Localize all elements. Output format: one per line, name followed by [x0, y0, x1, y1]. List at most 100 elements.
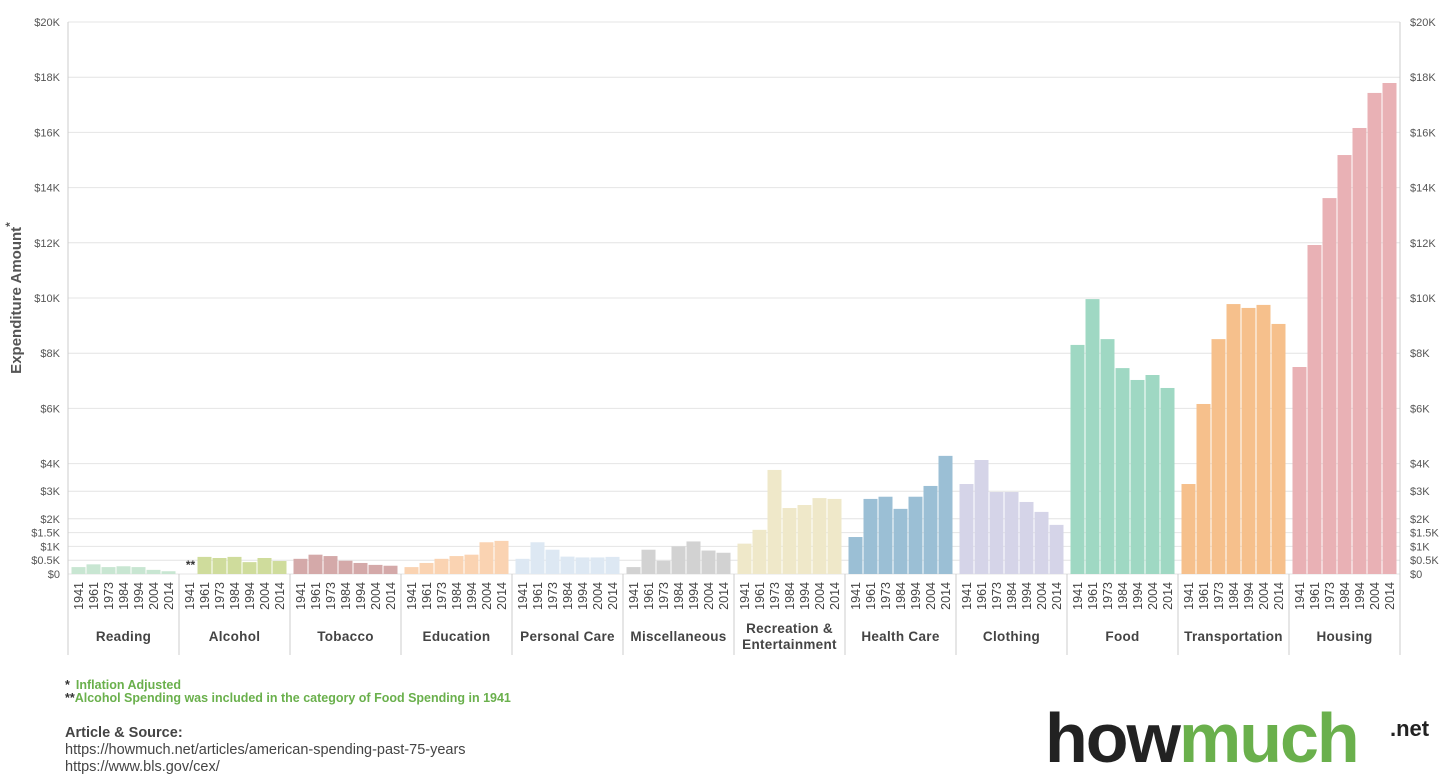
bar	[1181, 484, 1196, 574]
x-tick-label: 1994	[576, 582, 590, 610]
note: **Alcohol Spending was included in the c…	[65, 691, 511, 705]
x-tick-label: 1973	[102, 582, 116, 610]
x-tick-label: 2014	[162, 582, 176, 610]
x-tick-label: 1994	[909, 582, 923, 610]
group-label: Health Care	[861, 629, 940, 644]
bar	[812, 498, 827, 574]
x-tick-label: 2004	[813, 582, 827, 610]
y-tick-label: $12K	[34, 238, 60, 250]
bar	[671, 546, 686, 574]
x-tick-label: 1941	[294, 582, 308, 610]
bar	[1130, 379, 1145, 574]
bar	[86, 564, 101, 574]
bar	[212, 557, 227, 574]
bar	[404, 567, 419, 574]
x-tick-label: 2004	[591, 582, 605, 610]
bar	[1271, 323, 1286, 574]
x-tick-label: 1941	[738, 582, 752, 610]
y2-tick-label: $16K	[1410, 127, 1436, 139]
y-tick-label: $18K	[34, 72, 60, 84]
bar	[560, 556, 575, 574]
bar	[146, 569, 161, 574]
bar	[323, 556, 338, 574]
y-tick-label: $6K	[40, 403, 60, 415]
bar	[590, 557, 605, 574]
x-tick-label: 1961	[309, 582, 323, 610]
note: * Inflation Adjusted	[65, 678, 181, 692]
x-tick-label: 1961	[87, 582, 101, 610]
bar	[1322, 198, 1337, 574]
bar	[116, 566, 131, 574]
bar	[494, 540, 509, 574]
x-tick-label: 2004	[147, 582, 161, 610]
bar	[782, 508, 797, 574]
x-tick-label: 1973	[1323, 582, 1337, 610]
bar	[1382, 82, 1397, 574]
bar	[989, 492, 1004, 574]
x-tick-label: 2004	[258, 582, 272, 610]
x-tick-label: 1984	[117, 582, 131, 610]
bar	[605, 556, 620, 574]
x-tick-label: 1961	[1086, 582, 1100, 610]
bar	[1085, 299, 1100, 574]
bar	[959, 484, 974, 574]
bar	[434, 558, 449, 574]
x-tick-label: 1961	[420, 582, 434, 610]
y2-tick-label: $0	[1410, 569, 1422, 581]
x-tick-label: 2014	[939, 582, 953, 610]
x-tick-label: 1941	[405, 582, 419, 610]
x-tick-label: 1973	[1101, 582, 1115, 610]
y2-tick-label: $1K	[1410, 541, 1430, 553]
group-label: Food	[1105, 629, 1140, 644]
x-tick-label: 1961	[864, 582, 878, 610]
bar	[1049, 524, 1064, 574]
x-tick-label: 2014	[273, 582, 287, 610]
x-tick-label: 1994	[798, 582, 812, 610]
bar	[368, 564, 383, 574]
x-tick-label: 1994	[1020, 582, 1034, 610]
bar	[1256, 304, 1271, 574]
x-tick-label: 1961	[1197, 582, 1211, 610]
group-label: Miscellaneous	[630, 629, 727, 644]
bar	[353, 562, 368, 574]
x-tick-label: 1984	[450, 582, 464, 610]
bar	[626, 567, 641, 574]
x-tick-label: 1973	[657, 582, 671, 610]
logo: howmuch	[1045, 699, 1358, 777]
bar	[1226, 304, 1241, 574]
bar	[1160, 387, 1175, 574]
bar	[767, 469, 782, 574]
annotation: **	[186, 558, 196, 572]
bar	[797, 505, 812, 574]
logo-first: how	[1045, 699, 1182, 777]
group-label: Education	[422, 629, 491, 644]
bar	[515, 558, 530, 574]
x-tick-label: 2014	[1161, 582, 1175, 610]
group-label: Transportation	[1184, 629, 1283, 644]
x-tick-label: 1984	[1116, 582, 1130, 610]
x-tick-label: 1973	[213, 582, 227, 610]
bar	[71, 567, 86, 574]
bar	[863, 498, 878, 574]
bar	[272, 561, 287, 574]
x-tick-label: 1941	[960, 582, 974, 610]
bar	[227, 556, 242, 574]
bar	[449, 556, 464, 574]
bar	[656, 560, 671, 574]
x-tick-label: 1941	[516, 582, 530, 610]
bar	[575, 557, 590, 574]
y-tick-label: $16K	[34, 127, 60, 139]
bar	[545, 549, 560, 574]
y2-tick-label: $0.5K	[1410, 555, 1439, 567]
bar	[383, 565, 398, 574]
bar	[1145, 375, 1160, 574]
x-tick-label: 2004	[369, 582, 383, 610]
bar	[293, 558, 308, 574]
bar	[701, 550, 716, 574]
x-tick-label: 2014	[717, 582, 731, 610]
x-tick-label: 1984	[339, 582, 353, 610]
x-tick-label: 1941	[1182, 582, 1196, 610]
bar	[848, 537, 863, 574]
